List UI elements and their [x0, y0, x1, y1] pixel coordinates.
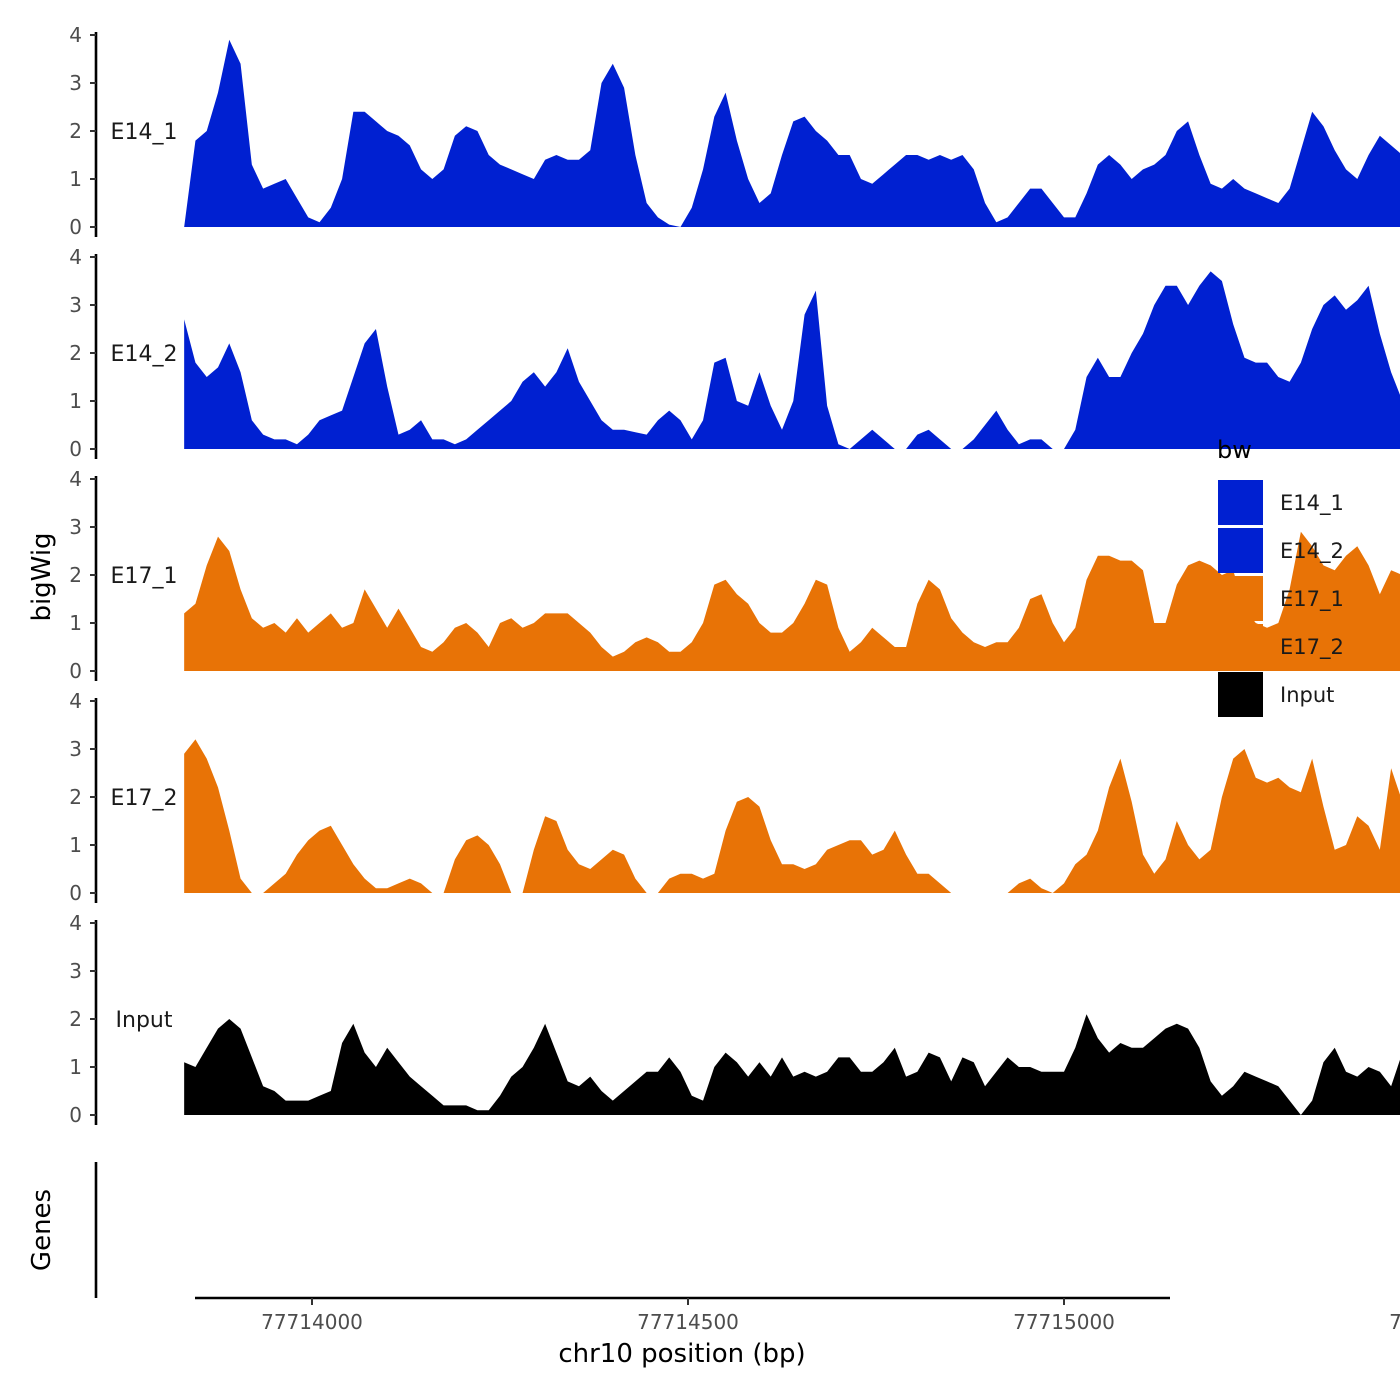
y-tick-label: 2 [69, 563, 82, 587]
y-tick-label: 4 [69, 911, 82, 935]
y-tick-label: 1 [69, 389, 82, 413]
legend-swatch [1218, 624, 1263, 669]
legend-entry-label: E14_2 [1280, 539, 1344, 564]
x-tick-label: 77714000 [261, 1310, 363, 1334]
area-series-e14-2 [184, 271, 1400, 449]
y-tick-label: 0 [69, 659, 82, 683]
y-tick-label: 1 [69, 167, 82, 191]
y-tick-label: 2 [69, 785, 82, 809]
y-tick-label: 0 [69, 881, 82, 905]
x-tick-label: 77715000 [1013, 1310, 1115, 1334]
legend-swatch [1218, 576, 1263, 621]
y-tick-label: 3 [69, 737, 82, 761]
track-panels: 0 1 2 3 4 E14_1 0 1 2 3 4 E14_2 0 1 2 3 4 E17_1 0 1 2 3 4 E17_2… [69, 23, 1400, 1127]
y-tick-label: 4 [69, 467, 82, 491]
y-tick-label: 2 [69, 1007, 82, 1031]
y-tick-label: 3 [69, 293, 82, 317]
y-tick-label: 0 [69, 215, 82, 239]
y-tick-label: 1 [69, 611, 82, 635]
y-tick-label: 1 [69, 833, 82, 857]
area-series-input [184, 1014, 1400, 1115]
track-panel-e14-1: 0 1 2 3 4 E14_1 [69, 23, 1400, 239]
area-series-e17-2 [184, 739, 1400, 893]
legend-swatch [1218, 480, 1263, 525]
area-series-e17-1 [184, 531, 1400, 671]
y-tick-label: 0 [69, 1103, 82, 1127]
y-tick-label: 1 [69, 1055, 82, 1079]
legend-entry-label: E17_2 [1280, 635, 1344, 660]
track-label: Input [116, 1008, 173, 1033]
track-panel-e17-2: 0 1 2 3 4 E17_2 [69, 689, 1400, 905]
y-tick-label: 3 [69, 959, 82, 983]
y-tick-label: 2 [69, 119, 82, 143]
y-tick-label: 3 [69, 71, 82, 95]
x-axis-title: chr10 position (bp) [558, 1339, 805, 1369]
y-tick-label: 2 [69, 341, 82, 365]
area-series-e14-1 [184, 39, 1400, 227]
x-tick-label: 77714500 [637, 1310, 739, 1334]
y-axis-title: bigWig [27, 532, 57, 621]
y-tick-label: 4 [69, 23, 82, 47]
track-label: E17_2 [111, 786, 178, 811]
legend-title: bw [1217, 436, 1252, 464]
legend-swatch [1218, 528, 1263, 573]
track-label: E14_1 [111, 120, 178, 145]
track-label: E17_1 [111, 564, 178, 589]
legend-entry-label: Input [1280, 683, 1334, 707]
track-panel-input: 0 1 2 3 4 Input [69, 911, 1400, 1127]
x-axis: 7771400077714500777150007771550077716000 [195, 1296, 1400, 1334]
y-tick-label: 4 [69, 689, 82, 713]
legend-swatch [1218, 672, 1263, 717]
y-tick-label: 0 [69, 437, 82, 461]
legend: bw E14_1 E14_2 E17_1 E17_2 Input [1217, 436, 1344, 717]
legend-entry-label: E14_1 [1280, 491, 1344, 516]
y-tick-label: 4 [69, 245, 82, 269]
track-panel-e14-2: 0 1 2 3 4 E14_2 [69, 245, 1400, 461]
genes-track: Genes Gm10142 [27, 1162, 98, 1298]
track-label: E14_2 [111, 342, 178, 367]
track-panel-e17-1: 0 1 2 3 4 E17_1 [69, 467, 1400, 683]
legend-entry-label: E17_1 [1280, 587, 1344, 612]
y-tick-label: 3 [69, 515, 82, 539]
genes-track-label: Genes [27, 1189, 57, 1271]
x-tick-label: 77715500 [1389, 1310, 1400, 1334]
